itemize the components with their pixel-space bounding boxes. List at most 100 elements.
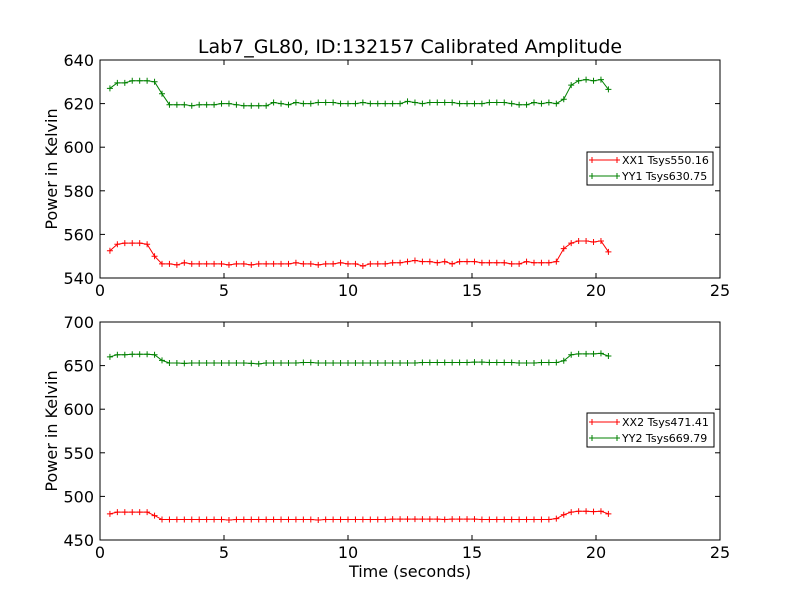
data-point-0-0-53 bbox=[501, 259, 508, 266]
data-point-0-1-14 bbox=[211, 101, 218, 108]
plot-frame-top bbox=[99, 59, 721, 279]
data-point-1-1-19 bbox=[248, 360, 255, 367]
legend-label-yy2: YY2 Tsys669.79 bbox=[621, 432, 707, 445]
data-point-0-0-0 bbox=[106, 247, 113, 254]
y-tick-label-1-0: 450 bbox=[63, 531, 94, 550]
y-tick-label-0-5: 640 bbox=[63, 51, 94, 70]
x-tick-label-1-0: 0 bbox=[95, 543, 105, 562]
data-point-1-0-45 bbox=[441, 516, 448, 523]
data-point-1-0-53 bbox=[501, 516, 508, 523]
data-point-1-1-32 bbox=[345, 359, 351, 366]
x-tick-label-0-0: 0 bbox=[95, 281, 105, 300]
data-point-0-0-6 bbox=[151, 253, 158, 260]
data-point-1-0-46 bbox=[449, 516, 456, 523]
data-point-0-1-5 bbox=[144, 77, 151, 84]
data-point-1-1-39 bbox=[397, 359, 404, 366]
data-point-1-0-48 bbox=[464, 516, 471, 523]
data-point-0-0-43 bbox=[426, 258, 433, 265]
data-point-0-1-23 bbox=[278, 100, 285, 107]
data-point-1-1-22 bbox=[270, 359, 277, 366]
data-point-0-0-36 bbox=[374, 260, 381, 267]
data-point-1-0-35 bbox=[367, 516, 374, 523]
data-point-0-1-45 bbox=[441, 99, 448, 106]
data-point-0-1-11 bbox=[188, 102, 195, 109]
data-point-0-1-9 bbox=[173, 101, 180, 108]
data-point-0-0-4 bbox=[136, 240, 143, 247]
data-point-1-0-44 bbox=[434, 516, 441, 523]
data-point-1-0-0 bbox=[106, 510, 113, 517]
data-point-0-0-33 bbox=[352, 260, 359, 267]
data-point-1-0-54 bbox=[508, 516, 515, 523]
data-point-0-0-65 bbox=[590, 239, 597, 246]
data-point-0-1-29 bbox=[322, 99, 329, 106]
data-point-1-1-37 bbox=[382, 359, 389, 366]
data-point-1-1-58 bbox=[538, 359, 545, 366]
data-point-1-0-2 bbox=[121, 509, 128, 516]
data-point-0-1-20 bbox=[255, 102, 262, 109]
data-point-0-0-15 bbox=[218, 260, 225, 267]
data-point-0-1-40 bbox=[404, 98, 411, 105]
data-point-1-1-7 bbox=[159, 357, 165, 364]
data-point-1-1-28 bbox=[315, 359, 322, 366]
data-point-1-1-6 bbox=[151, 351, 158, 358]
data-point-0-1-3 bbox=[129, 77, 136, 84]
x-tick-label-1-5: 25 bbox=[710, 543, 730, 562]
data-point-1-1-55 bbox=[516, 359, 523, 366]
x-tick-label-0-3: 15 bbox=[462, 281, 482, 300]
data-point-1-0-47 bbox=[456, 516, 463, 523]
data-point-0-1-39 bbox=[397, 100, 404, 107]
data-point-1-0-6 bbox=[151, 512, 158, 519]
data-point-0-1-52 bbox=[493, 99, 500, 106]
data-point-0-1-2 bbox=[121, 79, 128, 86]
data-point-0-1-19 bbox=[248, 102, 255, 109]
data-point-0-0-24 bbox=[285, 260, 292, 267]
data-point-1-0-56 bbox=[523, 516, 530, 523]
data-point-1-0-41 bbox=[411, 516, 418, 523]
data-point-0-1-44 bbox=[434, 99, 441, 106]
data-point-1-1-38 bbox=[389, 359, 396, 366]
x-tick-label-1-1: 5 bbox=[219, 543, 229, 562]
data-point-1-0-33 bbox=[352, 516, 359, 523]
data-point-1-1-61 bbox=[560, 357, 567, 364]
data-point-0-1-31 bbox=[337, 100, 344, 107]
data-point-1-0-11 bbox=[188, 516, 195, 523]
data-point-0-1-51 bbox=[486, 99, 493, 106]
data-point-0-1-66 bbox=[597, 76, 604, 83]
data-point-1-1-33 bbox=[352, 359, 359, 366]
data-point-1-1-17 bbox=[233, 359, 240, 366]
data-point-1-0-9 bbox=[173, 516, 180, 523]
data-point-0-0-67 bbox=[605, 248, 612, 255]
data-point-0-1-67 bbox=[605, 86, 612, 93]
data-point-1-1-60 bbox=[553, 359, 560, 366]
data-point-0-0-34 bbox=[359, 263, 366, 270]
data-point-1-1-21 bbox=[263, 359, 270, 366]
y-tick-label-0-3: 600 bbox=[63, 138, 94, 157]
data-point-1-0-60 bbox=[553, 515, 560, 522]
data-point-0-0-29 bbox=[322, 260, 329, 267]
data-point-1-0-50 bbox=[478, 516, 485, 523]
data-point-1-0-31 bbox=[337, 516, 344, 523]
data-point-1-0-24 bbox=[285, 516, 292, 523]
data-point-1-1-64 bbox=[583, 350, 590, 357]
data-point-0-0-59 bbox=[545, 259, 552, 266]
data-point-1-1-66 bbox=[597, 350, 604, 357]
x-tick-label-1-3: 15 bbox=[462, 543, 482, 562]
data-point-1-0-20 bbox=[255, 516, 262, 523]
data-point-0-1-38 bbox=[389, 100, 396, 107]
data-point-0-0-7 bbox=[159, 260, 165, 267]
data-point-1-0-43 bbox=[426, 516, 433, 523]
data-point-1-0-32 bbox=[345, 516, 351, 523]
data-point-0-1-16 bbox=[225, 100, 232, 107]
y-tick-label-0-0: 540 bbox=[63, 269, 94, 288]
y-tick-label-1-4: 650 bbox=[63, 357, 94, 376]
data-point-1-0-42 bbox=[419, 516, 426, 523]
data-point-1-1-10 bbox=[181, 360, 188, 367]
series-layer-top bbox=[106, 76, 612, 270]
data-point-0-1-49 bbox=[471, 100, 478, 107]
data-point-0-0-66 bbox=[597, 237, 604, 244]
data-point-1-0-4 bbox=[136, 509, 143, 516]
data-point-0-1-61 bbox=[560, 96, 567, 103]
data-point-0-1-56 bbox=[523, 101, 530, 108]
data-point-0-1-41 bbox=[411, 99, 418, 106]
